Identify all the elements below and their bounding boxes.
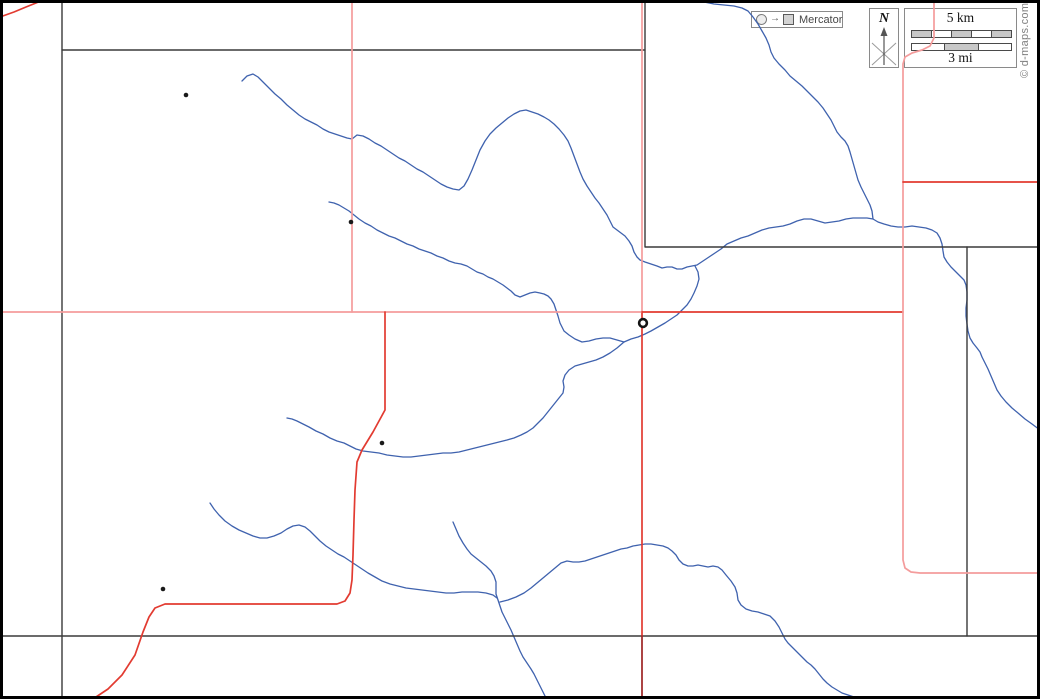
settlement-dot — [160, 586, 166, 592]
city-marker — [637, 317, 649, 329]
road-southwest — [95, 311, 386, 698]
settlement-dot — [183, 92, 189, 98]
compass-rose: N — [869, 8, 899, 68]
road-northwest-corner — [0, 0, 44, 18]
projection-square-icon — [783, 14, 794, 25]
scale-segment — [951, 31, 971, 37]
scale-km-label: 5 km — [946, 10, 975, 25]
projection-arrow-icon: → — [770, 13, 780, 24]
scale-segment — [931, 31, 951, 37]
projection-label: Mercator — [799, 13, 843, 26]
projection-circle-icon — [756, 14, 767, 25]
road-northeast — [902, 0, 1040, 574]
stream-southeast — [499, 543, 861, 699]
settlement-dot — [379, 440, 385, 446]
river-southwest-branch — [286, 341, 625, 458]
scale-segment — [971, 31, 991, 37]
north-arrow-icon — [871, 27, 897, 66]
scale-segment — [991, 31, 1011, 37]
projection-chip: → Mercator — [751, 11, 843, 28]
north-label: N — [878, 11, 890, 26]
stream-south-central — [452, 521, 547, 699]
river-main-stem — [328, 201, 700, 343]
river-main-upper — [241, 73, 874, 270]
settlement-dot — [348, 219, 354, 225]
stream-southwest — [209, 502, 498, 599]
scale-mi-label: 3 mi — [948, 50, 973, 65]
scale-segment — [912, 31, 931, 37]
scale-bar: 5 km 3 mi — [904, 8, 1017, 68]
scale-km-bar — [911, 30, 1012, 38]
watermark: © d-maps.com — [1019, 2, 1031, 78]
